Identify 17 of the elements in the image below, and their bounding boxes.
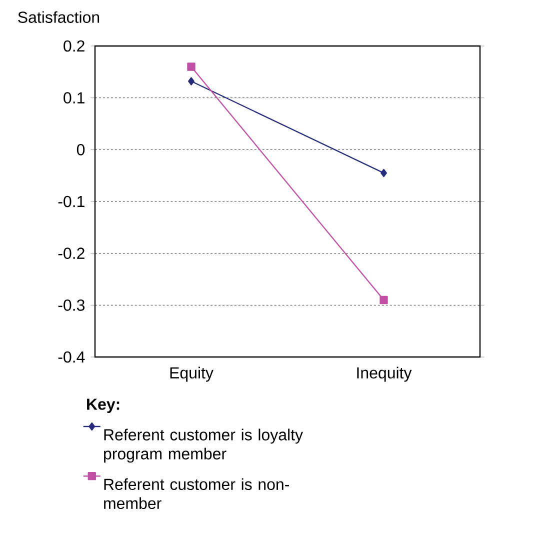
point — [187, 62, 196, 71]
y-tick-label: 0.2 — [64, 40, 84, 52]
y-tick-label: 0.1 — [64, 92, 84, 104]
x-tick-label: Equity — [170, 366, 214, 382]
y-tick-label: 0 — [76, 144, 85, 156]
point — [380, 296, 388, 304]
legend-label: Referent customer is loyalty program member — [104, 428, 303, 463]
legend-title: Key: — [87, 398, 120, 414]
x-tick-label: Inequity — [357, 366, 412, 382]
y-tick-label: -0.4 — [58, 351, 85, 363]
legend-label: Referent customer is non-member — [104, 478, 289, 510]
point — [188, 77, 194, 86]
y-tick-label: -0.3 — [58, 300, 85, 311]
y-tick-label: -0.2 — [58, 248, 84, 259]
y-axis-title: Satisfaction — [18, 11, 100, 23]
point — [380, 168, 387, 178]
y-tick-label: -0.1 — [58, 196, 84, 208]
